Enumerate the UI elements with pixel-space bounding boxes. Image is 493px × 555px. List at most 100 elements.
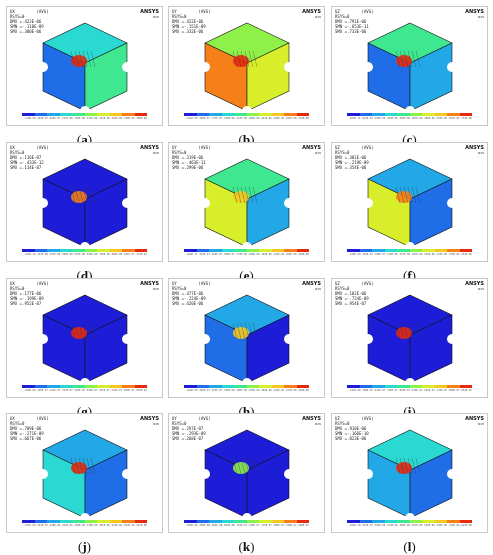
ansys-logo: ANSYS R15: [465, 9, 484, 19]
panel-caption-letter: h: [242, 404, 251, 419]
panel-caption-j: (j): [77, 539, 92, 554]
legend-tick-label: -.166E-10: [347, 524, 361, 527]
legend-tick-label: .266E-06: [284, 253, 297, 256]
legend-tick-label: .148E-06: [48, 524, 61, 527]
mesh-line: [78, 50, 84, 68]
ansys-version: R15: [315, 422, 321, 426]
legend-tick-label: .275E-06: [435, 253, 448, 256]
legend-swatch: [59, 249, 72, 252]
legend-tick-label: .186E-06: [235, 389, 248, 392]
plot-header: UY (AVG) RSYS=0 DMX =.319E-06 SMN =-.463E-1…: [172, 145, 211, 170]
cube-right-face: [246, 42, 290, 112]
legend-tick-label: -.219E-09: [347, 253, 361, 256]
legend-swatch: [134, 385, 147, 388]
legend-tick-label: .489E-06: [422, 117, 435, 120]
mesh-line: [86, 186, 92, 204]
legend-tick-label: .954E-07: [459, 389, 472, 392]
cube-notch: [200, 62, 210, 72]
legend-swatch: [22, 249, 35, 252]
cube-notch: [242, 242, 252, 249]
legend-swatch: [209, 385, 222, 388]
mesh-line: [232, 322, 238, 340]
mesh-line: [70, 186, 76, 204]
plot-header-line: RSYS=0: [172, 286, 187, 291]
legend-swatch: [372, 385, 385, 388]
cube-notch: [363, 469, 373, 479]
legend-swatch: [347, 113, 360, 116]
mesh-line: [415, 322, 421, 340]
legend-swatch: [447, 520, 460, 523]
contour-legend-bar: [347, 385, 472, 388]
legend-swatch: [209, 113, 222, 116]
legend-tick-label: .233E-06: [247, 389, 260, 392]
panel-caption-letter: e: [243, 268, 250, 283]
cube-notch: [80, 513, 90, 520]
legend-swatch: [246, 113, 259, 116]
legend-tick-label: .163E-06: [373, 117, 386, 120]
mesh-line: [240, 322, 246, 340]
legend-swatch: [97, 113, 110, 116]
mesh-line: [240, 457, 246, 475]
stress-hotspot: [71, 462, 87, 474]
mesh-line: [399, 186, 405, 204]
plot-panel-i: UZ (AVG) RSYS=0 DMX =.102E-06 SMN =-.724E-0…: [331, 278, 488, 398]
legend-swatch: [47, 385, 60, 388]
legend-tick-label: .530E-07: [410, 389, 423, 392]
plot-panel-g: UX (AVG) RSYS=0 DMX =.177E-06 SMN =-.199E-0…: [6, 278, 163, 398]
mesh-line: [407, 50, 413, 68]
legend-swatch: [284, 385, 297, 388]
cube-notch: [122, 62, 132, 72]
plot-header-line: SMX =.667E-06: [10, 436, 42, 441]
legend-swatch: [97, 249, 110, 252]
legend-swatch: [196, 520, 209, 523]
legend-ticks: -.653E-11.814E-07.163E-06.244E-06.326E-0…: [347, 117, 472, 120]
legend-tick-label: .244E-06: [385, 117, 398, 120]
panel-caption-b: (b): [238, 132, 255, 147]
panel-caption-l: (l): [403, 539, 416, 554]
ansys-version: R15: [315, 151, 321, 155]
legend-ticks: -.219E-09.393E-07.786E-07.118E-06.157E-0…: [347, 253, 472, 256]
legend-swatch: [447, 385, 460, 388]
legend-ticks: -.271E-09.741E-07.148E-06.222E-06.296E-0…: [22, 524, 147, 527]
mesh-line: [395, 186, 401, 204]
legend-tick-label: .636E-07: [422, 389, 435, 392]
legend-tick-label: .332E-06: [296, 117, 309, 120]
legend-tick-label: .315E-06: [447, 253, 460, 256]
panel-caption-letter: d: [80, 268, 89, 283]
legend-tick-label: .199E-06: [259, 253, 272, 256]
cube-notch: [405, 378, 415, 385]
contour-legend-bar: [184, 113, 309, 116]
legend-swatch: [384, 520, 397, 523]
legend-tick-label: .114E-07: [134, 253, 147, 256]
plot-header: UZ (AVG) RSYS=0 DMX =.102E-06 SMN =-.724E-0…: [335, 281, 374, 306]
cube-notch: [242, 106, 252, 113]
cube-notch: [284, 469, 294, 479]
legend-tick-label: .786E-07: [373, 253, 386, 256]
plot-header-line: RSYS=0: [10, 14, 25, 19]
legend-swatch: [221, 385, 234, 388]
legend-swatch: [284, 520, 297, 523]
mesh-line: [78, 186, 84, 204]
cube-contour-view: [200, 22, 294, 113]
legend-swatch: [359, 249, 372, 252]
cube-notch: [447, 469, 457, 479]
plot-header-line: RSYS=0: [172, 14, 187, 19]
legend-tick-label: .140E-06: [222, 389, 235, 392]
legend-tick-label: .814E-07: [360, 117, 373, 120]
stress-hotspot: [396, 327, 412, 339]
legend-tick-label: .640E-06: [435, 524, 448, 527]
plot-header-line: SMX =.420E-06: [172, 301, 204, 306]
mesh-line: [86, 50, 92, 68]
cube-notch: [447, 62, 457, 72]
legend-tick-label: -.293E-09: [184, 524, 198, 527]
plot-header-line: SMN =-.199E-09: [10, 296, 44, 301]
legend-tick-label: .317E-07: [60, 389, 73, 392]
legend-tick-label: .326E-06: [272, 389, 285, 392]
cube-contour-view: [363, 294, 457, 385]
legend-tick-label: .238E-07: [284, 524, 297, 527]
mesh-line: [86, 322, 92, 340]
cube-notch: [38, 62, 48, 72]
ansys-logo: ANSYS R15: [465, 145, 484, 155]
mesh-line: [399, 457, 405, 475]
legend-ticks: -.293E-09.298E-08.596E-08.894E-08.119E-0…: [184, 524, 309, 527]
